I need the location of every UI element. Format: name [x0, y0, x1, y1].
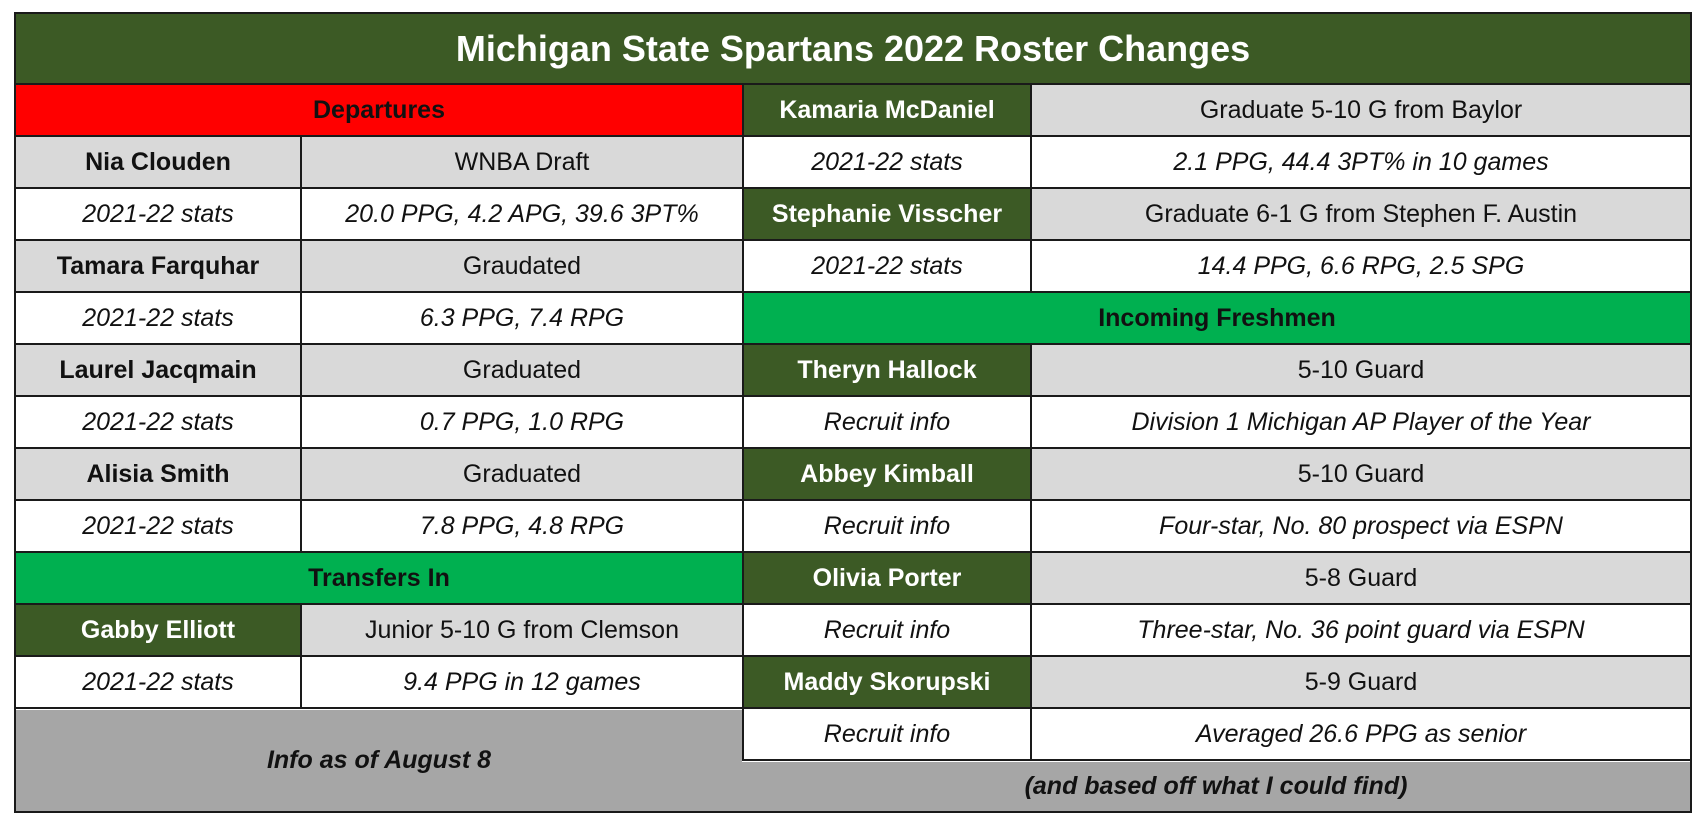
player-row: Abbey Kimball 5-10 Guard	[744, 449, 1690, 501]
stats-value: 7.8 PPG, 4.8 RPG	[419, 511, 625, 540]
stats-value: 9.4 PPG in 12 games	[403, 667, 641, 696]
recruit-info: Three-star, No. 36 point guard via ESPN	[1137, 615, 1585, 644]
player-row: Nia Clouden WNBA Draft	[16, 137, 742, 189]
recruit-info: Division 1 Michigan AP Player of the Yea…	[1131, 407, 1591, 436]
table-title: Michigan State Spartans 2022 Roster Chan…	[16, 14, 1690, 85]
player-info: Junior 5-10 G from Clemson	[302, 605, 742, 655]
stats-row: 2021-22 stats 20.0 PPG, 4.2 APG, 39.6 3P…	[16, 189, 742, 241]
info-date-note: Info as of August 8	[16, 710, 742, 811]
stats-value: 2.1 PPG, 44.4 3PT% in 10 games	[1173, 147, 1549, 176]
player-name: Laurel Jacqmain	[16, 345, 302, 395]
player-row: Tamara Farquhar Graudated	[16, 241, 742, 293]
player-name: Alisia Smith	[16, 449, 302, 499]
freshmen-header: Incoming Freshmen	[744, 293, 1690, 343]
player-status: WNBA Draft	[454, 147, 590, 176]
stats-label: 2021-22 stats	[16, 501, 302, 551]
player-position: 5-10 Guard	[1032, 449, 1690, 499]
stats-value: 0.7 PPG, 1.0 RPG	[419, 407, 625, 436]
player-position: 5-9 Guard	[1032, 657, 1690, 707]
stats-row: 2021-22 stats 14.4 PPG, 6.6 RPG, 2.5 SPG	[744, 241, 1690, 293]
stats-row: 2021-22 stats 7.8 PPG, 4.8 RPG	[16, 501, 742, 553]
stats-row: 2021-22 stats 9.4 PPG in 12 games	[16, 657, 742, 709]
left-column: Departures Nia Clouden WNBA Draft 2021-2…	[16, 85, 742, 709]
player-row: Kamaria McDaniel Graduate 5-10 G from Ba…	[744, 85, 1690, 137]
player-row: Olivia Porter 5-8 Guard	[744, 553, 1690, 605]
stats-label: 2021-22 stats	[16, 293, 302, 343]
player-row: Theryn Hallock 5-10 Guard	[744, 345, 1690, 397]
transfers-header-row: Transfers In	[16, 553, 742, 605]
recruit-label: Recruit info	[744, 709, 1032, 759]
player-name: Theryn Hallock	[744, 345, 1032, 395]
player-info: Graduate 5-10 G from Baylor	[1032, 85, 1690, 135]
recruit-row: Recruit info Division 1 Michigan AP Play…	[744, 397, 1690, 449]
player-name: Stephanie Visscher	[744, 189, 1032, 239]
freshmen-header-row: Incoming Freshmen	[744, 293, 1690, 345]
player-name: Gabby Elliott	[16, 605, 302, 655]
player-position: 5-10 Guard	[1032, 345, 1690, 395]
roster-table: Michigan State Spartans 2022 Roster Chan…	[14, 12, 1692, 813]
recruit-label: Recruit info	[744, 501, 1032, 551]
stats-value: 20.0 PPG, 4.2 APG, 39.6 3PT%	[345, 199, 699, 228]
player-name: Abbey Kimball	[744, 449, 1032, 499]
player-name: Tamara Farquhar	[16, 241, 302, 291]
recruit-label: Recruit info	[744, 397, 1032, 447]
recruit-info: Four-star, No. 80 prospect via ESPN	[1159, 511, 1563, 540]
stats-label: 2021-22 stats	[16, 397, 302, 447]
stats-row: 2021-22 stats 6.3 PPG, 7.4 RPG	[16, 293, 742, 345]
stats-value: 6.3 PPG, 7.4 RPG	[419, 303, 625, 332]
transfers-header: Transfers In	[16, 553, 742, 603]
stats-label: 2021-22 stats	[16, 657, 302, 707]
source-note: (and based off what I could find)	[742, 762, 1690, 811]
player-name: Kamaria McDaniel	[744, 85, 1032, 135]
player-status: Graduated	[462, 459, 582, 488]
player-position: 5-8 Guard	[1032, 553, 1690, 603]
stats-label: 2021-22 stats	[744, 241, 1032, 291]
player-row: Maddy Skorupski 5-9 Guard	[744, 657, 1690, 709]
recruit-row: Recruit info Four-star, No. 80 prospect …	[744, 501, 1690, 553]
recruit-row: Recruit info Three-star, No. 36 point gu…	[744, 605, 1690, 657]
departures-header-row: Departures	[16, 85, 742, 137]
stats-label: 2021-22 stats	[744, 137, 1032, 187]
player-status: Graudated	[462, 251, 582, 280]
player-row: Stephanie Visscher Graduate 6-1 G from S…	[744, 189, 1690, 241]
player-row: Laurel Jacqmain Graduated	[16, 345, 742, 397]
player-status: Graduated	[462, 355, 582, 384]
player-name: Maddy Skorupski	[744, 657, 1032, 707]
player-info: Graduate 6-1 G from Stephen F. Austin	[1032, 189, 1690, 239]
stats-row: 2021-22 stats 0.7 PPG, 1.0 RPG	[16, 397, 742, 449]
stats-row: 2021-22 stats 2.1 PPG, 44.4 3PT% in 10 g…	[744, 137, 1690, 189]
player-name: Olivia Porter	[744, 553, 1032, 603]
right-column: Kamaria McDaniel Graduate 5-10 G from Ba…	[742, 85, 1690, 761]
recruit-info: Averaged 26.6 PPG as senior	[1195, 719, 1527, 748]
recruit-row: Recruit info Averaged 26.6 PPG as senior	[744, 709, 1690, 761]
recruit-label: Recruit info	[744, 605, 1032, 655]
player-row: Alisia Smith Graduated	[16, 449, 742, 501]
departures-header: Departures	[16, 85, 742, 135]
stats-label: 2021-22 stats	[16, 189, 302, 239]
player-row: Gabby Elliott Junior 5-10 G from Clemson	[16, 605, 742, 657]
stats-value: 14.4 PPG, 6.6 RPG, 2.5 SPG	[1197, 251, 1525, 280]
player-name: Nia Clouden	[16, 137, 302, 187]
